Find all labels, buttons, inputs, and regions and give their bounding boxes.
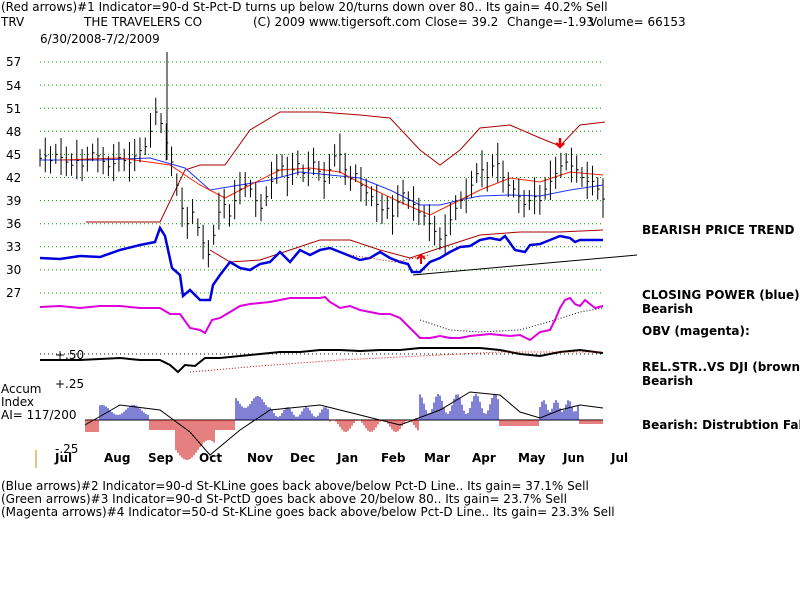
company-name: THE TRAVELERS CO [84, 15, 203, 29]
y-tick-51: 51 [6, 102, 22, 116]
relstr-status: Bearish [642, 374, 694, 388]
indicator-1-legend: (Red arrows)#1 Indicator=90-d St-Pct-D t… [1, 0, 608, 14]
red-sell-arrow [555, 138, 565, 149]
x-tick-jul: Jul [55, 451, 73, 465]
price-bars [39, 52, 605, 268]
y-tick-48: 48 [6, 125, 22, 139]
volume: Volume= 66153 [589, 15, 686, 29]
y-tick-27: 27 [6, 286, 22, 300]
y-tick-33: 33 [6, 240, 22, 254]
relstr-ma-dotted [189, 351, 603, 373]
x-tick-may: May [518, 451, 546, 465]
copyright: (C) 2009 www.tigersoft.com [253, 15, 421, 29]
ticker-symbol: TRV [1, 15, 25, 29]
x-tick-sep: Sep [148, 451, 174, 465]
closing-power-status: Bearish [642, 302, 694, 316]
x-tick-oct: Oct [199, 451, 223, 465]
x-tick-dec: Dec [290, 451, 316, 465]
y-tick-42: 42 [6, 171, 22, 185]
indicator-2-legend: (Blue arrows)#2 Indicator=90-d St-KLine … [1, 479, 589, 493]
x-tick-nov: Nov [247, 451, 274, 465]
moving-average-blue [40, 157, 604, 206]
y-tick-30: 30 [6, 263, 22, 277]
x-tick-jun: Jun [563, 451, 585, 465]
trend-annotation: BEARISH PRICE TREND [642, 223, 795, 237]
relstr-line [40, 347, 604, 374]
y-tick-39: 39 [6, 194, 22, 208]
y-tick-36: 36 [6, 217, 22, 231]
upper-band [86, 111, 606, 223]
obv-ma-dotted [419, 307, 604, 333]
y-tick-45: 45 [6, 148, 22, 162]
lower-band [209, 229, 604, 263]
relstr-label: REL.STR..VS DJI (brown): [642, 360, 800, 374]
date-range: 6/30/2008-7/2/2009 [40, 32, 160, 46]
accum-ai: AI= 117/200 [1, 408, 77, 422]
x-tick-aug: Aug [104, 451, 131, 465]
closing-power-label: CLOSING POWER (blue): [642, 288, 800, 302]
x-tick-apr: Apr [472, 451, 496, 465]
relstr-level-50: +.50 [55, 348, 85, 362]
moving-average-red [59, 157, 604, 216]
accum-level-neg25: -.25 [55, 442, 79, 456]
closing-power-line [39, 225, 603, 302]
price-change: Change=-1.93 [507, 15, 595, 29]
x-tick-jul-end: Jul [611, 451, 629, 465]
obv-line [39, 295, 604, 342]
red-buy-arrow [416, 253, 426, 264]
x-tick-feb: Feb [381, 451, 406, 465]
price-trend-line [412, 254, 638, 276]
y-tick-57: 57 [6, 55, 22, 69]
accum-level-25: +.25 [55, 377, 85, 391]
accum-comment: Bearish: Distrubtion Falling. [642, 418, 800, 432]
indicator-4-legend: (Magenta arrows)#4 Indicator=50-d St-KLi… [1, 505, 615, 519]
x-tick-jan: Jan [337, 451, 359, 465]
price-gridlines [40, 61, 603, 294]
accum-title: Accum [1, 382, 42, 396]
accum-ma-line [84, 391, 604, 456]
accum-subtitle: Index [1, 395, 35, 409]
obv-label: OBV (magenta): [642, 324, 750, 338]
indicator-3-legend: (Green arrows)#3 Indicator=90-d St-PctD … [1, 492, 567, 506]
close-price: Close= 39.2 [425, 15, 499, 29]
x-tick-mar: Mar [424, 451, 450, 465]
y-tick-54: 54 [6, 79, 22, 93]
